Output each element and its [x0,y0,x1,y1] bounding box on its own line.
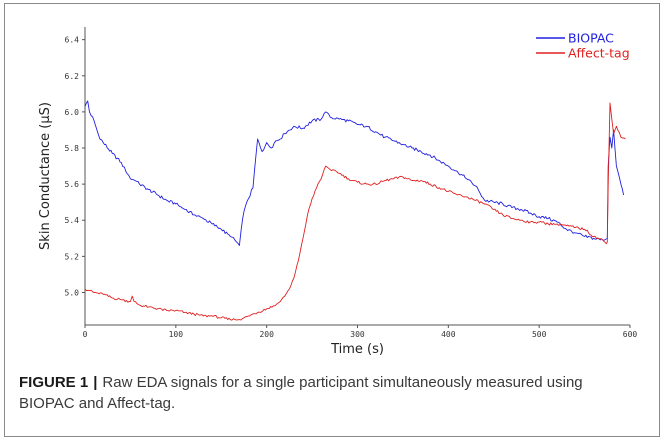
y-tick-label: 6.0 [65,108,80,117]
y-axis-title: Skin Conductance (µS) [38,102,53,250]
y-tick-label: 5.4 [65,216,80,225]
caption-text: Raw EDA signals for a single participant… [19,374,583,412]
x-tick-label: 500 [532,330,547,339]
y-tick-label: 5.6 [65,180,80,189]
x-tick-label: 0 [83,330,88,339]
x-tick-label: 300 [350,330,365,339]
chart-series-layer [84,100,626,321]
legend-label-affect-tag: Affect-tag [568,46,630,61]
y-tick-label: 5.0 [65,288,80,297]
figure-caption: FIGURE 1 | Raw EDA signals for a single pa… [19,372,639,414]
caption-separator: | [93,374,98,391]
y-tick-label: 5.8 [65,144,80,153]
series-line-affect-tag [84,102,626,321]
y-tick-label: 5.2 [65,252,80,261]
x-tick-label: 600 [623,330,638,339]
x-tick-label: 200 [259,330,274,339]
figure-label: FIGURE 1 [19,374,89,391]
skin-conductance-line-chart: 5.0 5.2 5.4 5.6 5.8 6.0 6.2 6.4 0 100 200 300 400 500… [38,27,637,357]
x-tick-label: 400 [441,330,456,339]
x-tick-label: 100 [169,330,184,339]
series-line-biopac [84,100,625,246]
chart-axes: 5.0 5.2 5.4 5.6 5.8 6.0 6.2 6.4 0 100 200 300 400 500… [38,27,637,357]
x-axis-title: Time (s) [330,342,384,357]
y-tick-label: 6.4 [65,36,80,45]
legend-label-biopac: BIOPAC [568,31,614,46]
y-tick-label: 6.2 [65,72,80,81]
